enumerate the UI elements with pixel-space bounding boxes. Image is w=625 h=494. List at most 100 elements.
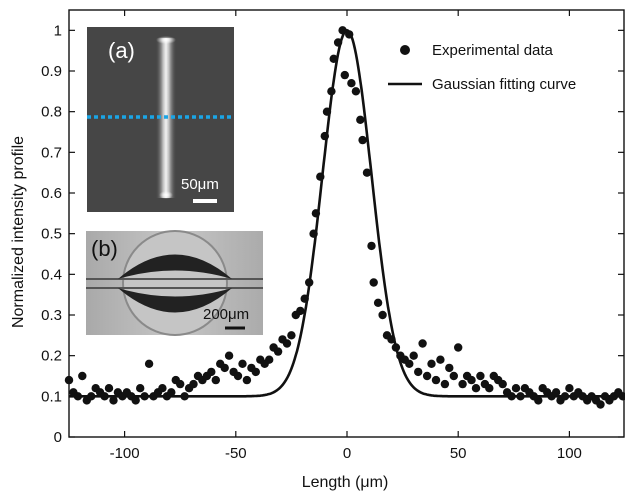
inset-b: (b) 200μm <box>86 230 263 336</box>
data-point <box>73 392 83 401</box>
inset-b-scale-text: 200μm <box>203 306 249 323</box>
data-point <box>367 241 376 251</box>
data-point <box>551 388 561 397</box>
data-point <box>220 363 229 373</box>
data-point <box>282 339 292 348</box>
data-point <box>511 384 521 393</box>
data-point <box>87 392 96 401</box>
data-point <box>309 229 318 238</box>
data-point <box>233 371 243 381</box>
data-point <box>109 396 118 405</box>
data-point <box>329 54 338 63</box>
data-point <box>100 392 109 401</box>
inset-b-lower-lobe <box>118 288 232 313</box>
data-point <box>327 87 336 96</box>
data-point <box>322 107 332 116</box>
data-point <box>211 375 220 385</box>
data-point <box>387 335 396 344</box>
data-point <box>418 339 427 348</box>
data-point <box>78 371 87 381</box>
x-axis-title: Length (μm) <box>302 474 389 491</box>
data-point <box>347 79 356 88</box>
data-point <box>445 363 454 373</box>
y-tick-label: 0.9 <box>41 63 62 80</box>
y-tick-label: 0.5 <box>41 226 62 243</box>
data-point <box>316 172 325 181</box>
data-point <box>158 384 167 393</box>
y-tick-label: 0.7 <box>41 144 62 161</box>
y-tick-label: 0.4 <box>41 266 62 283</box>
data-point <box>454 343 463 352</box>
data-point <box>373 298 383 307</box>
data-point <box>485 384 494 393</box>
data-point <box>414 367 423 377</box>
data-point <box>207 367 216 377</box>
data-point <box>242 375 252 385</box>
data-point <box>362 168 372 177</box>
inset-b-upper-lobe <box>118 254 232 279</box>
legend-label-gaussian: Gaussian fitting curve <box>432 76 576 93</box>
data-point <box>224 351 234 360</box>
x-tick-label: -50 <box>225 445 247 462</box>
data-point <box>296 306 305 316</box>
data-point <box>378 310 387 320</box>
data-point <box>238 359 247 368</box>
data-point <box>596 400 605 409</box>
y-tick-label: 0 <box>54 429 62 446</box>
data-point <box>358 135 367 145</box>
plot-axes: -100 -50 0 50 100 0 0.1 0.2 0.3 0.4 0.5 0.6 0.7 0.8 0.… <box>41 9 625 462</box>
data-point <box>340 70 349 80</box>
data-point <box>320 131 329 141</box>
data-point <box>140 392 149 401</box>
data-point <box>369 278 378 287</box>
data-point <box>565 384 574 393</box>
data-point <box>351 87 361 96</box>
data-point <box>311 209 321 218</box>
data-point <box>618 392 625 401</box>
data-point <box>144 359 154 368</box>
plot-marks <box>64 26 625 409</box>
data-point <box>458 379 467 389</box>
y-tick-label: 0.2 <box>41 348 62 365</box>
data-point <box>449 371 458 381</box>
data-point <box>176 379 185 389</box>
inset-a-fiber-top <box>156 36 176 44</box>
data-point <box>440 379 450 389</box>
data-point <box>180 392 189 401</box>
data-point <box>305 278 314 287</box>
y-tick-label: 1 <box>54 22 62 39</box>
data-point <box>104 384 114 393</box>
x-tick-label: -100 <box>110 445 140 462</box>
data-point <box>534 396 543 405</box>
data-point <box>333 38 343 47</box>
x-tick-label: 100 <box>557 445 582 462</box>
data-point <box>131 396 140 405</box>
data-point <box>338 26 347 35</box>
data-point <box>273 347 283 356</box>
data-point <box>64 375 74 385</box>
inset-a-label: (a) <box>108 38 135 63</box>
data-point <box>287 331 296 340</box>
data-point <box>265 355 274 364</box>
data-point <box>427 359 436 368</box>
data-point <box>436 355 445 364</box>
data-point <box>560 392 570 401</box>
y-tick-label: 0.1 <box>41 388 62 405</box>
data-point <box>345 30 354 39</box>
y-tick-label: 0.8 <box>41 104 62 121</box>
data-point <box>422 371 432 381</box>
data-point <box>409 351 418 360</box>
data-point <box>136 384 145 393</box>
data-point <box>476 371 485 381</box>
data-point <box>467 375 476 385</box>
legend: Experimental data Gaussian fitting curve <box>388 42 576 93</box>
data-point <box>431 375 441 385</box>
inset-a-fiber-bottom <box>159 191 173 199</box>
data-point <box>498 379 507 389</box>
inset-a: (a) 50μm <box>87 27 234 212</box>
y-tick-label: 0.3 <box>41 307 62 324</box>
inset-b-label: (b) <box>91 236 118 261</box>
data-point <box>391 343 401 352</box>
data-point <box>405 359 414 368</box>
